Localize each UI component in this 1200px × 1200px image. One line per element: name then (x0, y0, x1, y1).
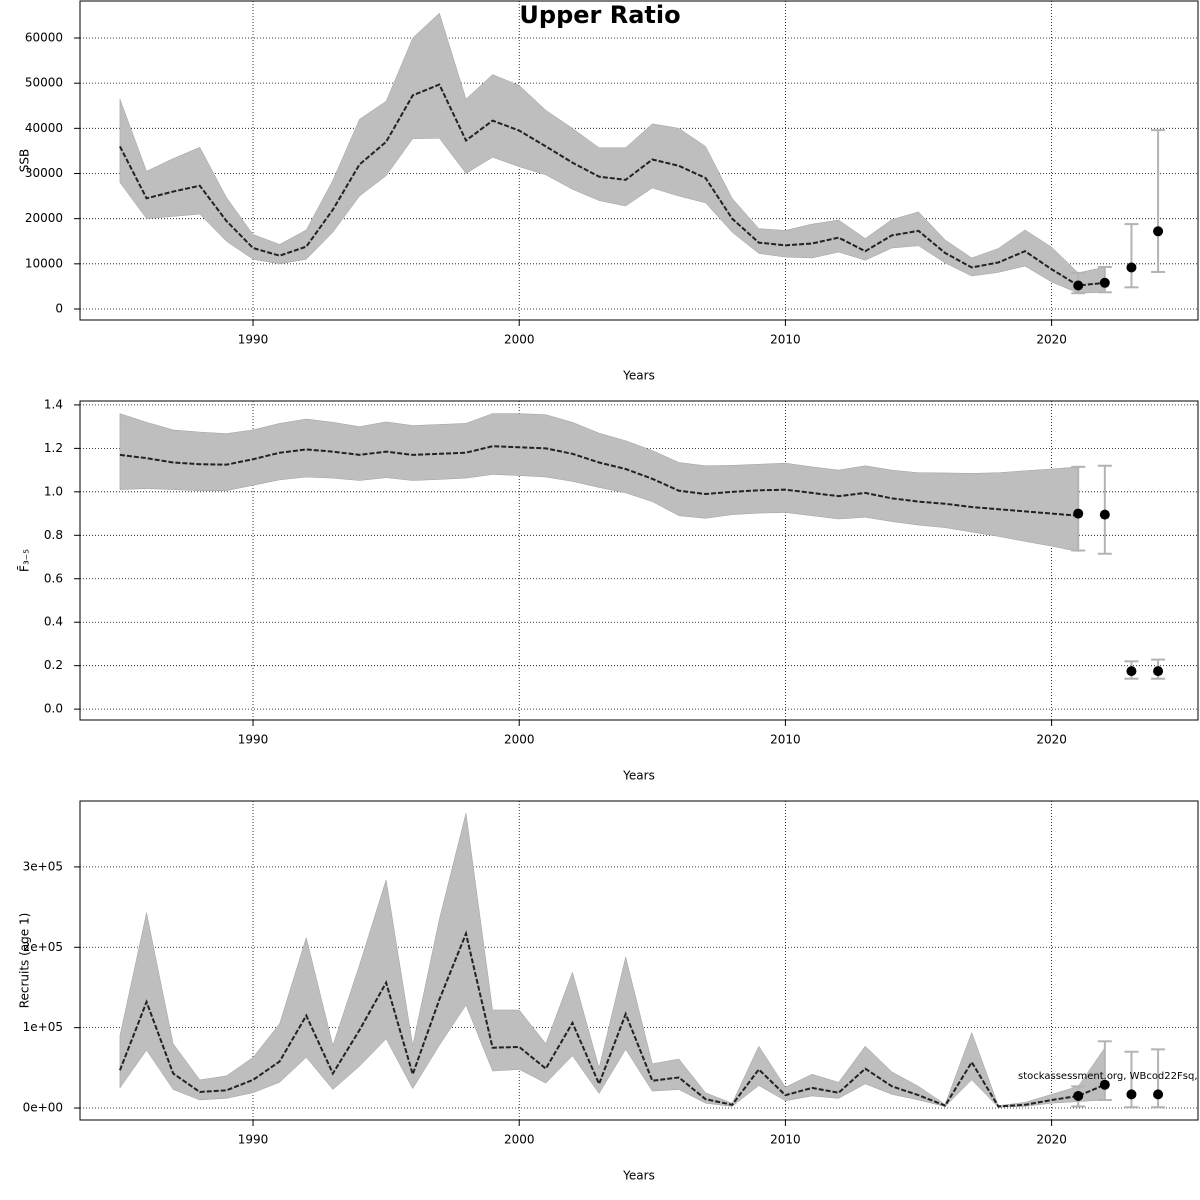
forecast-point (1126, 666, 1137, 677)
panel: 1990 2000 2010 2020 0 10000 20000 30000 40000 500… (18, 0, 1199, 383)
y-tick-label: 0.4 (44, 615, 63, 629)
forecast-point (1099, 509, 1110, 520)
y-tick-label: 1.2 (44, 441, 63, 455)
x-tick-label: 2020 (1036, 333, 1067, 347)
forecast-point (1073, 1090, 1084, 1101)
estimate-line (119, 83, 1105, 287)
y-tick-label: 0.2 (44, 658, 63, 672)
y-tick-label: 1.0 (44, 484, 63, 498)
x-tick-label: 2000 (504, 733, 535, 747)
estimate-line (118, 930, 1106, 1108)
x-tick-label: 1990 (238, 333, 269, 347)
forecast-point (1073, 508, 1084, 519)
plot-frame (79, 400, 1199, 721)
x-tick-label: 2000 (504, 1133, 535, 1147)
x-tick-label: 2010 (770, 1133, 801, 1147)
y-tick-label: 0e+00 (23, 1101, 63, 1115)
y-tick-label: 30000 (25, 166, 63, 180)
y-tick-label: 20000 (25, 211, 63, 225)
x-tick-label: 1990 (238, 1133, 269, 1147)
y-tick-label: 0.8 (44, 528, 63, 542)
x-tick-label: 2010 (770, 733, 801, 747)
x-tick-label: 1990 (238, 733, 269, 747)
x-axis-label: Years (622, 769, 655, 783)
confidence-band (119, 413, 1079, 552)
plot-frame (79, 0, 1199, 321)
confidence-band (119, 12, 1106, 294)
plot-frame (79, 800, 1199, 1121)
y-tick-label: 0.6 (44, 571, 63, 585)
y-tick-label: 1e+05 (23, 1020, 63, 1034)
y-tick-label: 10000 (25, 256, 63, 270)
x-tick-label: 2010 (770, 333, 801, 347)
forecast-point (1126, 262, 1137, 273)
chart-title: Upper Ratio (519, 1, 680, 29)
forecast-point (1153, 226, 1164, 237)
x-axis-label: Years (622, 1169, 655, 1183)
y-tick-label: 50000 (25, 76, 63, 90)
x-tick-label: 2020 (1036, 733, 1067, 747)
forecast-point (1153, 666, 1164, 677)
forecast-point (1099, 277, 1110, 288)
forecast-point (1099, 1079, 1110, 1090)
estimate-line (119, 445, 1079, 517)
y-tick-label: 0.0 (44, 702, 63, 716)
x-axis-label: Years (622, 369, 655, 383)
x-tick-label: 2020 (1036, 1133, 1067, 1147)
y-tick-label: 40000 (25, 121, 63, 135)
y-tick-label: 2e+05 (23, 940, 63, 954)
y-tick-label: 3e+05 (23, 859, 63, 873)
y-axis-label: F̄₃₋₅ (17, 549, 31, 572)
panel: 1990 2000 2010 2020 0.0 0.2 0.4 0.6 0.8 1.0 1.2 1.4… (17, 397, 1199, 783)
forecast-point (1073, 280, 1084, 291)
y-tick-label: 0 (55, 302, 63, 316)
y-tick-label: 60000 (25, 30, 63, 44)
y-tick-label: 1.4 (44, 397, 63, 411)
confidence-band (119, 812, 1106, 1108)
forecast-point (1126, 1089, 1137, 1100)
panel: 1990 2000 2010 2020 0e+00 1e+05 2e+05 3e+05 Year… (18, 800, 1200, 1183)
forecast-point (1153, 1089, 1164, 1100)
y-axis-label: Recruits (age 1) (18, 913, 32, 1009)
y-axis-label: SSB (18, 149, 32, 172)
annotation: stockassessment.org, WBcod22Fsq, r (1018, 1071, 1200, 1082)
x-tick-label: 2000 (504, 333, 535, 347)
